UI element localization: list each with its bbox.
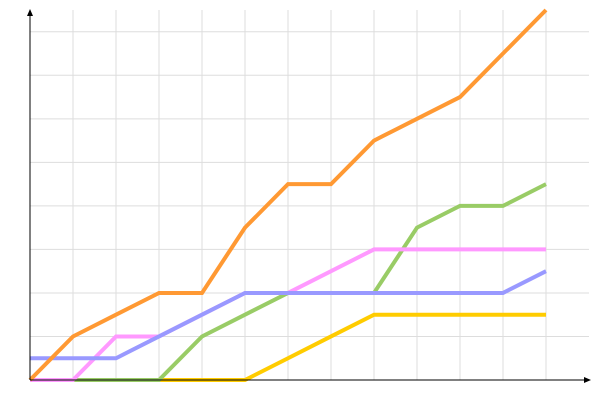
grid — [30, 10, 589, 380]
axes — [27, 9, 591, 383]
series-line-3 — [30, 269, 547, 361]
x-axis-arrow-icon — [584, 377, 591, 383]
y-axis-arrow-icon — [27, 9, 33, 16]
series-line-4 — [28, 8, 548, 382]
